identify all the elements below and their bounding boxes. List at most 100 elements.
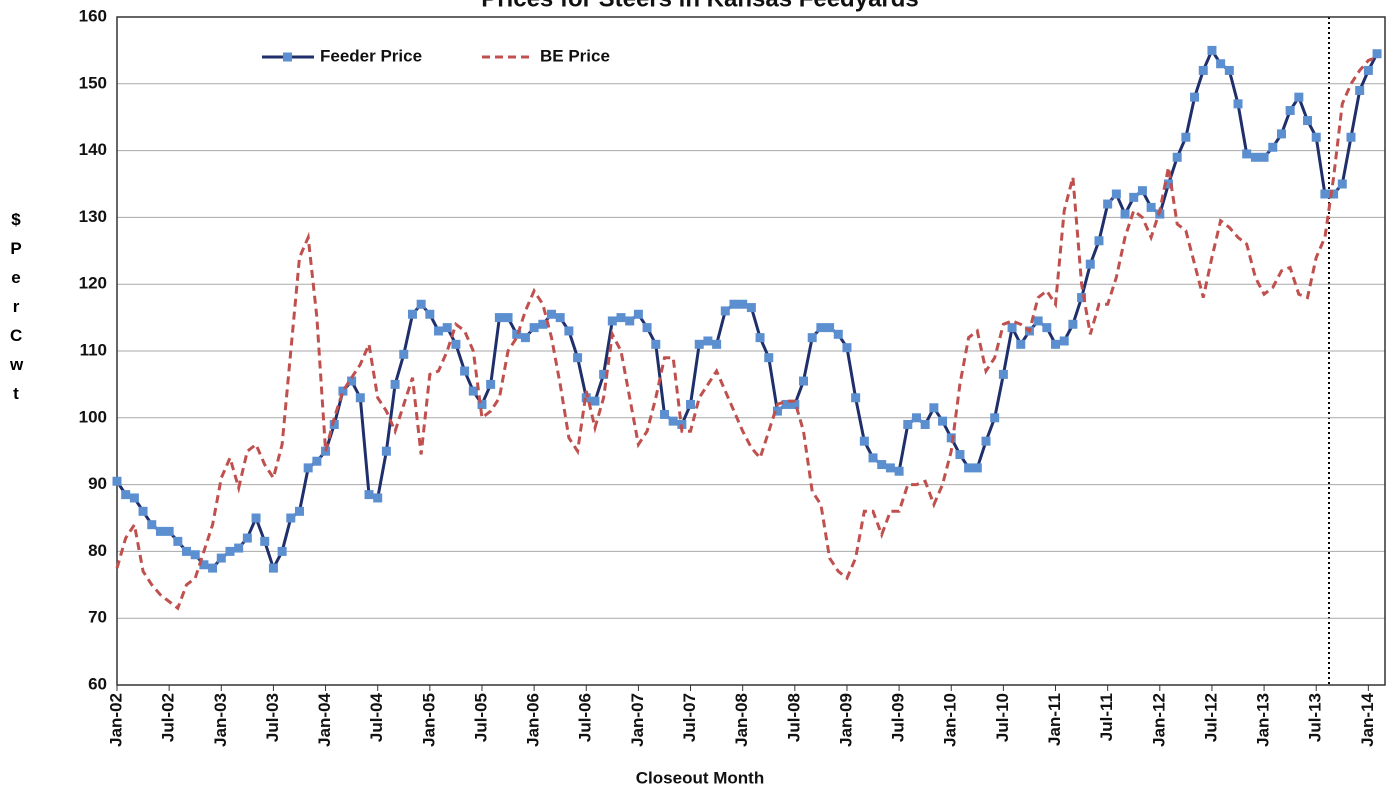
point-marker [538, 319, 548, 329]
point-marker [1268, 142, 1278, 152]
x-tick-label: Jan-13 [1254, 693, 1273, 747]
point-marker [494, 313, 504, 323]
point-marker [738, 299, 748, 309]
point-marker [712, 339, 722, 349]
point-marker [573, 353, 583, 363]
point-marker [659, 409, 669, 419]
point-marker [642, 323, 652, 333]
point-marker [720, 306, 730, 316]
point-marker [329, 419, 339, 429]
point-marker [503, 313, 513, 323]
plot-frame [116, 16, 1386, 686]
point-marker [868, 453, 878, 463]
point-marker [1259, 152, 1269, 162]
point-marker [129, 493, 139, 503]
series-line [115, 55, 1378, 611]
point-marker [321, 446, 331, 456]
point-marker [251, 513, 261, 523]
point-marker [1077, 293, 1087, 303]
x-tick-label: Jul-11 [1097, 693, 1116, 741]
point-marker [199, 560, 209, 570]
point-marker [338, 386, 348, 396]
point-marker [851, 393, 861, 403]
point-marker [599, 369, 609, 379]
x-tick-label: Jul-13 [1306, 693, 1325, 742]
x-tick-label: Jan-06 [524, 693, 543, 747]
point-marker [1216, 59, 1226, 69]
point-marker [1329, 189, 1339, 199]
point-marker [885, 463, 895, 473]
point-marker [425, 309, 435, 319]
point-marker [981, 436, 991, 446]
point-marker [242, 533, 252, 543]
point-marker [460, 366, 470, 376]
y-axis-label: $ Per Cwt [10, 210, 24, 403]
point-marker [1355, 85, 1365, 95]
point-marker [303, 463, 313, 473]
point-marker [607, 316, 617, 326]
x-tick-label: Jul-02 [159, 693, 178, 742]
x-tick-label: Jan-08 [732, 693, 751, 747]
point-marker [998, 369, 1008, 379]
point-marker [633, 309, 643, 319]
y-tick-label: 120 [79, 274, 107, 293]
point-marker [407, 309, 417, 319]
x-tick-label: Jan-09 [836, 693, 855, 747]
point-marker [147, 520, 157, 530]
point-marker [468, 386, 478, 396]
x-tick-label: Jan-04 [315, 692, 334, 746]
point-marker [1276, 129, 1286, 139]
point-marker [1337, 179, 1347, 189]
point-marker [529, 323, 539, 333]
point-marker [825, 323, 835, 333]
point-marker [138, 506, 148, 516]
point-marker [781, 399, 791, 409]
x-tick-label: Jul-09 [889, 693, 908, 742]
point-marker [1285, 106, 1295, 116]
point-marker [1294, 92, 1304, 102]
point-marker [373, 493, 383, 503]
point-marker [668, 416, 678, 426]
point-marker [1372, 49, 1382, 59]
point-marker [929, 403, 939, 413]
point-marker [703, 336, 713, 346]
chart-title: Prices for Steers in Kansas Feedyards [481, 0, 919, 12]
point-marker [182, 546, 192, 556]
point-marker [1146, 202, 1156, 212]
point-marker [1163, 179, 1173, 189]
y-tick-label: 130 [79, 207, 107, 226]
point-marker [833, 329, 843, 339]
point-marker [1111, 189, 1121, 199]
point-marker [173, 536, 183, 546]
point-marker [964, 463, 974, 473]
point-marker [190, 550, 200, 560]
y-tick-label: 150 [79, 73, 107, 92]
point-marker [216, 553, 226, 563]
x-tick-label: Jan-14 [1358, 692, 1377, 746]
point-marker [155, 526, 165, 536]
x-tick-label: Jul-06 [576, 693, 595, 742]
point-marker [268, 563, 278, 573]
point-marker [616, 313, 626, 323]
point-marker [1033, 316, 1043, 326]
point-marker [286, 513, 296, 523]
y-tick-label: 80 [88, 541, 107, 560]
point-marker [1068, 319, 1078, 329]
x-tick-label: Jan-10 [941, 693, 960, 747]
point-marker [955, 450, 965, 460]
x-tick-label: Jul-10 [993, 693, 1012, 742]
point-marker [1311, 132, 1321, 142]
y-tick-label: 110 [80, 340, 107, 359]
point-marker [434, 326, 444, 336]
point-marker [1233, 99, 1243, 109]
x-tick-label: Jul-03 [263, 693, 282, 742]
point-marker [920, 419, 930, 429]
x-tick-label: Jan-11 [1045, 693, 1064, 746]
point-marker [477, 399, 487, 409]
point-marker [1320, 189, 1330, 199]
y-tick-label: 90 [88, 474, 107, 493]
point-marker [1172, 152, 1182, 162]
point-marker [451, 339, 461, 349]
